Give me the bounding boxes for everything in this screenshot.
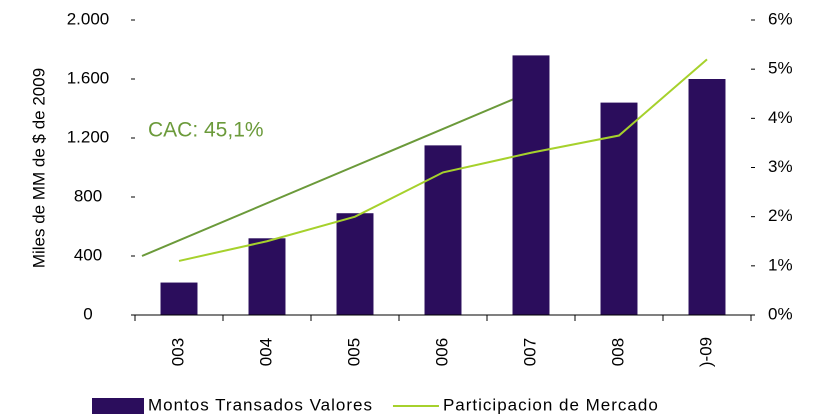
y-tick-label: 0 xyxy=(83,304,92,323)
x-tick-label: 006 xyxy=(432,338,451,366)
y-tick-label: 1.600 xyxy=(67,68,110,87)
x-tick-label: 003 xyxy=(168,338,187,366)
legend-label: Participacion de Mercado xyxy=(443,395,659,414)
bar xyxy=(160,282,198,315)
x-tick-label: 008 xyxy=(608,338,627,366)
legend-swatch xyxy=(92,398,144,414)
y2-tick-label: 6% xyxy=(768,9,793,28)
x-tick-label: 005 xyxy=(344,338,363,366)
bar xyxy=(424,145,462,315)
y-axis-label: Miles de MM de $ de 2009 xyxy=(29,68,48,268)
y2-tick-label: 5% xyxy=(768,59,793,78)
x-tick-label: )-09 xyxy=(696,337,715,367)
y2-tick-label: 1% xyxy=(768,255,793,274)
legend-label: Montos Transados Valores xyxy=(148,395,373,414)
bar xyxy=(248,238,286,315)
y2-tick-label: 2% xyxy=(768,206,793,225)
y-tick-label: 400 xyxy=(74,245,102,264)
y-tick-label: 2.000 xyxy=(67,9,110,28)
x-tick-label: 007 xyxy=(520,338,539,366)
y2-tick-label: 4% xyxy=(768,108,793,127)
y-tick-label: 1.200 xyxy=(67,127,110,146)
line xyxy=(178,58,708,262)
y2-tick-label: 0% xyxy=(768,304,793,323)
x-tick-label: 004 xyxy=(256,338,275,366)
annotation: CAC: 45,1% xyxy=(148,119,264,142)
trend-arrow xyxy=(141,86,542,257)
bar xyxy=(336,213,374,315)
bar xyxy=(688,79,726,315)
y-tick-label: 800 xyxy=(74,186,102,205)
y2-tick-label: 3% xyxy=(768,157,793,176)
bar xyxy=(512,55,550,316)
